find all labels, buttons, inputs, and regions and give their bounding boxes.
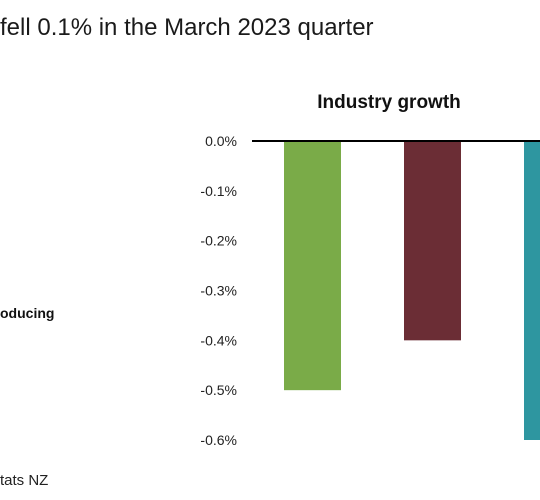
y-tick-label: -0.5%: [200, 382, 237, 398]
y-tick-label: -0.3%: [200, 283, 237, 299]
bar: [284, 141, 341, 391]
y-tick-label: -0.1%: [200, 183, 237, 199]
series-label-fragment: oducing: [0, 305, 55, 321]
bars: [284, 141, 540, 440]
source-note: tats NZ: [0, 472, 49, 489]
chart-title: Industry growth: [317, 92, 461, 113]
headline: fell 0.1% in the March 2023 quarter: [0, 14, 374, 41]
y-tick-label: -0.4%: [200, 332, 237, 348]
bar: [524, 141, 540, 440]
y-axis: 0.0% -0.1% -0.2% -0.3% -0.4% -0.5% -0.6%: [200, 133, 237, 448]
y-tick-label: -0.6%: [200, 432, 237, 448]
bar: [404, 141, 461, 341]
y-tick-label: 0.0%: [205, 133, 237, 149]
y-tick-label: -0.2%: [200, 233, 237, 249]
